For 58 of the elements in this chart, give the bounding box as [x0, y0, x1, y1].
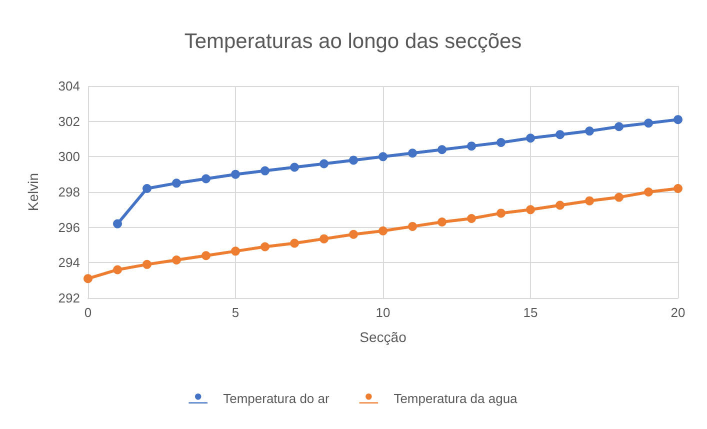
legend-label: Temperatura da agua: [394, 391, 518, 406]
point: [320, 234, 328, 244]
x-axis-title: Secção: [360, 329, 407, 345]
point: [202, 174, 210, 184]
point: [84, 274, 92, 284]
y-tick-label: 300: [58, 149, 80, 164]
point: [142, 184, 152, 193]
point: [408, 222, 417, 231]
point: [644, 118, 653, 128]
y-tick-label: 302: [58, 114, 80, 129]
point: [438, 218, 446, 227]
point: [408, 148, 417, 158]
y-tick-label: 292: [58, 290, 80, 306]
legend-label: Temperatura do ar: [223, 391, 330, 406]
chart-title: Temperaturas ao longo das secções: [184, 30, 522, 53]
point: [467, 214, 476, 223]
point: [172, 256, 181, 265]
point: [142, 260, 152, 269]
y-axis-title: Kelvin: [25, 172, 41, 212]
point: [496, 138, 506, 148]
y-tick-label: 304: [58, 78, 80, 94]
point: [526, 134, 535, 143]
point: [614, 122, 624, 132]
point: [644, 188, 653, 196]
point: [113, 265, 122, 274]
point: [378, 226, 388, 236]
point: [231, 246, 240, 256]
point: [260, 166, 270, 176]
y-tick-label: 294: [58, 255, 80, 270]
point: [349, 156, 358, 165]
point: [674, 184, 682, 193]
point: [320, 159, 328, 168]
y-tick-label: 296: [58, 220, 80, 235]
point: [349, 230, 358, 239]
point: [674, 115, 682, 124]
x-tick-label: 15: [523, 305, 538, 320]
point: [231, 170, 240, 179]
point: [467, 142, 476, 151]
point: [614, 192, 624, 202]
point: [290, 238, 299, 248]
point: [378, 152, 388, 162]
point: [290, 162, 299, 172]
x-tick-label: 5: [232, 305, 240, 320]
point: [172, 178, 181, 188]
point: [260, 242, 270, 252]
point: [585, 126, 594, 136]
y-tick-label: 298: [58, 184, 80, 200]
point: [556, 130, 564, 140]
point: [556, 200, 564, 210]
point: [585, 196, 594, 206]
point: [526, 205, 535, 214]
x-tick-label: 0: [84, 305, 92, 320]
point: [496, 208, 506, 218]
point: [438, 145, 446, 154]
point: [202, 251, 210, 260]
x-tick-label: 10: [376, 305, 390, 320]
x-tick-label: 20: [670, 305, 686, 320]
point: [113, 219, 122, 228]
